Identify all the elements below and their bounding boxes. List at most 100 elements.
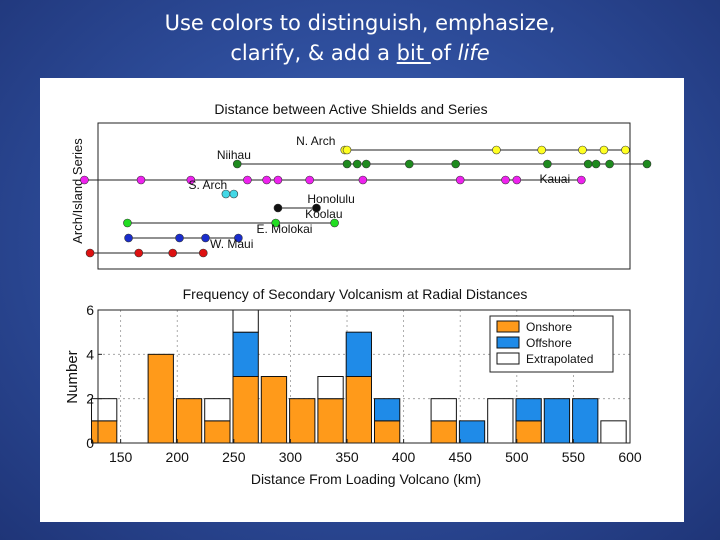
bar-extrapolated [317,376,344,400]
data-point [404,159,414,169]
x-tick-label: 150 [109,449,133,465]
bottom-plot-frame [97,309,631,444]
bar-onshore [430,420,457,444]
data-point [234,233,243,243]
bar-onshore [515,420,542,444]
bar-offshore [232,331,259,378]
bar-offshore [373,398,401,422]
title-line-2: clarify, & add a bit of life [0,38,720,68]
bar-extrapolated [600,420,627,444]
x-tick-label: 450 [449,449,473,465]
data-point [455,175,465,185]
legend-swatch-extrapolated [496,352,520,365]
data-point [537,145,547,155]
series-row-e-molokai: E. Molokai [124,222,312,243]
series-row-koolau: Koolau [123,207,343,228]
data-point [271,218,281,228]
axis-ticks: 150 200 250 300 350 400 450 500 550 600 0 2 4 6 [86,302,642,465]
title-text-a: clarify, & add a [230,41,397,65]
data-point [124,233,133,243]
bar-onshore [289,398,316,444]
series-row-series-2 [80,175,586,185]
bar-extrapolated [487,398,514,444]
top-y-axis-label: Arch/Island Series [70,138,85,244]
series-label: Koolau [305,207,342,221]
x-tick-label: 500 [505,449,529,465]
data-point [85,248,95,258]
data-point [591,159,601,169]
bottom-x-axis-label: Distance From Loading Volcano (km) [251,471,481,487]
top-series-group: N. Arch Niihau Kauai S. Arch HonoluluKoolauE… [80,134,652,258]
bar-offshore [515,398,542,422]
data-point [80,175,89,185]
bar-extrapolated [204,398,231,422]
legend-label-onshore: Onshore [526,320,572,334]
data-point [175,233,184,243]
data-point [451,159,460,169]
title-italic-word: life [457,41,490,65]
series-row-n-arch: N. Arch [296,134,630,155]
x-tick-label: 300 [279,449,303,465]
bars-group [91,309,627,444]
bar-onshore [204,420,231,444]
title-underlined-word: bit [396,41,431,65]
x-tick-label: 250 [222,449,246,465]
data-point [352,159,362,169]
data-point [512,175,522,185]
data-point [501,175,510,185]
bottom-y-axis-label: Number [64,350,81,403]
data-point [262,175,271,185]
data-point [168,248,178,258]
data-point [342,159,352,169]
legend-swatch-onshore [496,320,520,333]
data-point [243,175,252,185]
series-label: Kauai [539,172,570,186]
bar-offshore [345,331,372,378]
bar-offshore [458,420,486,444]
top-plot-frame [97,122,631,270]
series-label: E. Molokai [256,222,312,236]
series-row-w-maui: W. Maui [85,237,253,258]
bar-onshore [147,353,174,444]
bar-onshore [175,398,203,444]
bar-onshore [345,376,372,444]
y-tick-label: 0 [86,435,94,451]
series-label: N. Arch [296,134,335,148]
series-row-honolulu: Honolulu [273,192,355,213]
legend-label-extrapolated: Extrapolated [526,352,593,366]
data-point [543,159,552,169]
data-point [361,159,371,169]
figure-panel: Distance between Active Shields and Seri… [40,78,684,522]
top-chart-title: Distance between Active Shields and Seri… [214,101,487,117]
bar-onshore [373,420,401,444]
legend-swatch-offshore [496,336,520,349]
data-point [134,248,144,258]
bar-offshore [543,398,571,444]
data-point [599,145,609,155]
data-point [578,145,587,155]
data-point [232,159,242,169]
data-point [136,175,146,185]
data-point [123,218,132,228]
bar-extrapolated [91,398,118,422]
series-label: W. Maui [210,237,253,251]
title-line-1: Use colors to distinguish, emphasize, [164,11,556,35]
data-point [492,145,501,155]
data-point [642,159,652,169]
y-tick-label: 4 [86,346,94,362]
series-label: Niihau [217,148,251,162]
y-tick-label: 6 [86,302,94,318]
chart-canvas: Distance between Active Shields and Seri… [64,101,652,487]
bar-onshore [260,376,288,444]
data-point [273,203,283,213]
x-tick-label: 400 [392,449,416,465]
series-row-kauai: Kauai [539,172,570,186]
data-point [186,175,196,185]
bar-onshore [91,420,118,444]
series-label: S. Arch [189,178,228,192]
legend-label-offshore: Offshore [526,336,572,350]
data-point [198,248,208,258]
data-point [201,233,210,243]
series-row-s-arch: S. Arch [189,178,239,199]
data-point [342,145,352,155]
